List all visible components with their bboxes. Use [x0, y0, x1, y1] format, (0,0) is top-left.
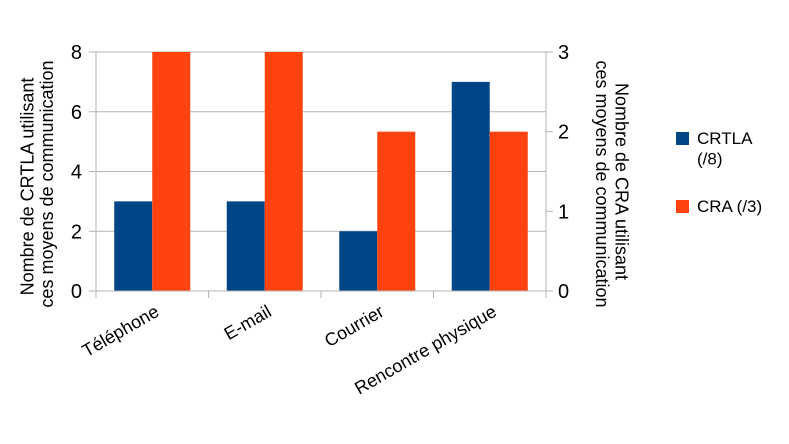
left-axis-title: Nombre de CRTLA utilisant ces moyens de …: [17, 60, 57, 307]
bar-cra-1: [152, 52, 191, 291]
bar-crtla-1: [114, 201, 153, 291]
legend-label-crtla-line-2: (/8): [697, 149, 723, 168]
bar-cra-2: [264, 52, 303, 291]
bar-crtla-3: [339, 231, 378, 291]
left-tick-label: 8: [71, 42, 82, 64]
right-axis-title-line-2: ces moyens de communication: [592, 60, 612, 307]
legend-label-crtla: CRTLA (/8): [697, 129, 756, 168]
right-axis-title-line-1: Nombre de CRA utilisant: [612, 83, 632, 280]
bar-cra-4: [489, 131, 528, 291]
right-tick-label: 2: [558, 122, 569, 144]
bars: [114, 52, 528, 291]
right-axis-title: Nombre de CRA utilisant ces moyens de co…: [592, 60, 632, 307]
left-axis-title-line-1: Nombre de CRTLA utilisant: [17, 78, 37, 296]
right-tick-label: 3: [558, 42, 569, 64]
legend-swatch-crtla: [676, 132, 689, 145]
legend-swatch-cra: [676, 200, 689, 213]
left-tick-label: 2: [71, 221, 82, 243]
bar-cra-3: [377, 131, 416, 291]
legend-label-cra: CRA (/3): [697, 197, 762, 216]
right-tick-label: 1: [558, 201, 569, 223]
right-axis-ticks: 0 1 2 3: [546, 42, 569, 303]
legend: CRTLA (/8) CRA (/3): [676, 129, 762, 216]
left-tick-label: 4: [71, 162, 82, 184]
legend-label-crtla-line-1: CRTLA: [697, 129, 753, 148]
bar-crtla-4: [451, 81, 490, 291]
left-axis-ticks: 0 2 4 6 8: [71, 42, 96, 303]
category-label: Courrier: [321, 301, 387, 351]
left-tick-label: 6: [71, 102, 82, 124]
category-label: E-mail: [221, 301, 275, 344]
right-tick-label: 0: [558, 281, 569, 303]
bar-crtla-2: [226, 201, 265, 291]
category-label: Téléphone: [79, 301, 163, 361]
left-axis-title-line-2: ces moyens de communication: [37, 60, 57, 307]
left-tick-label: 0: [71, 281, 82, 303]
